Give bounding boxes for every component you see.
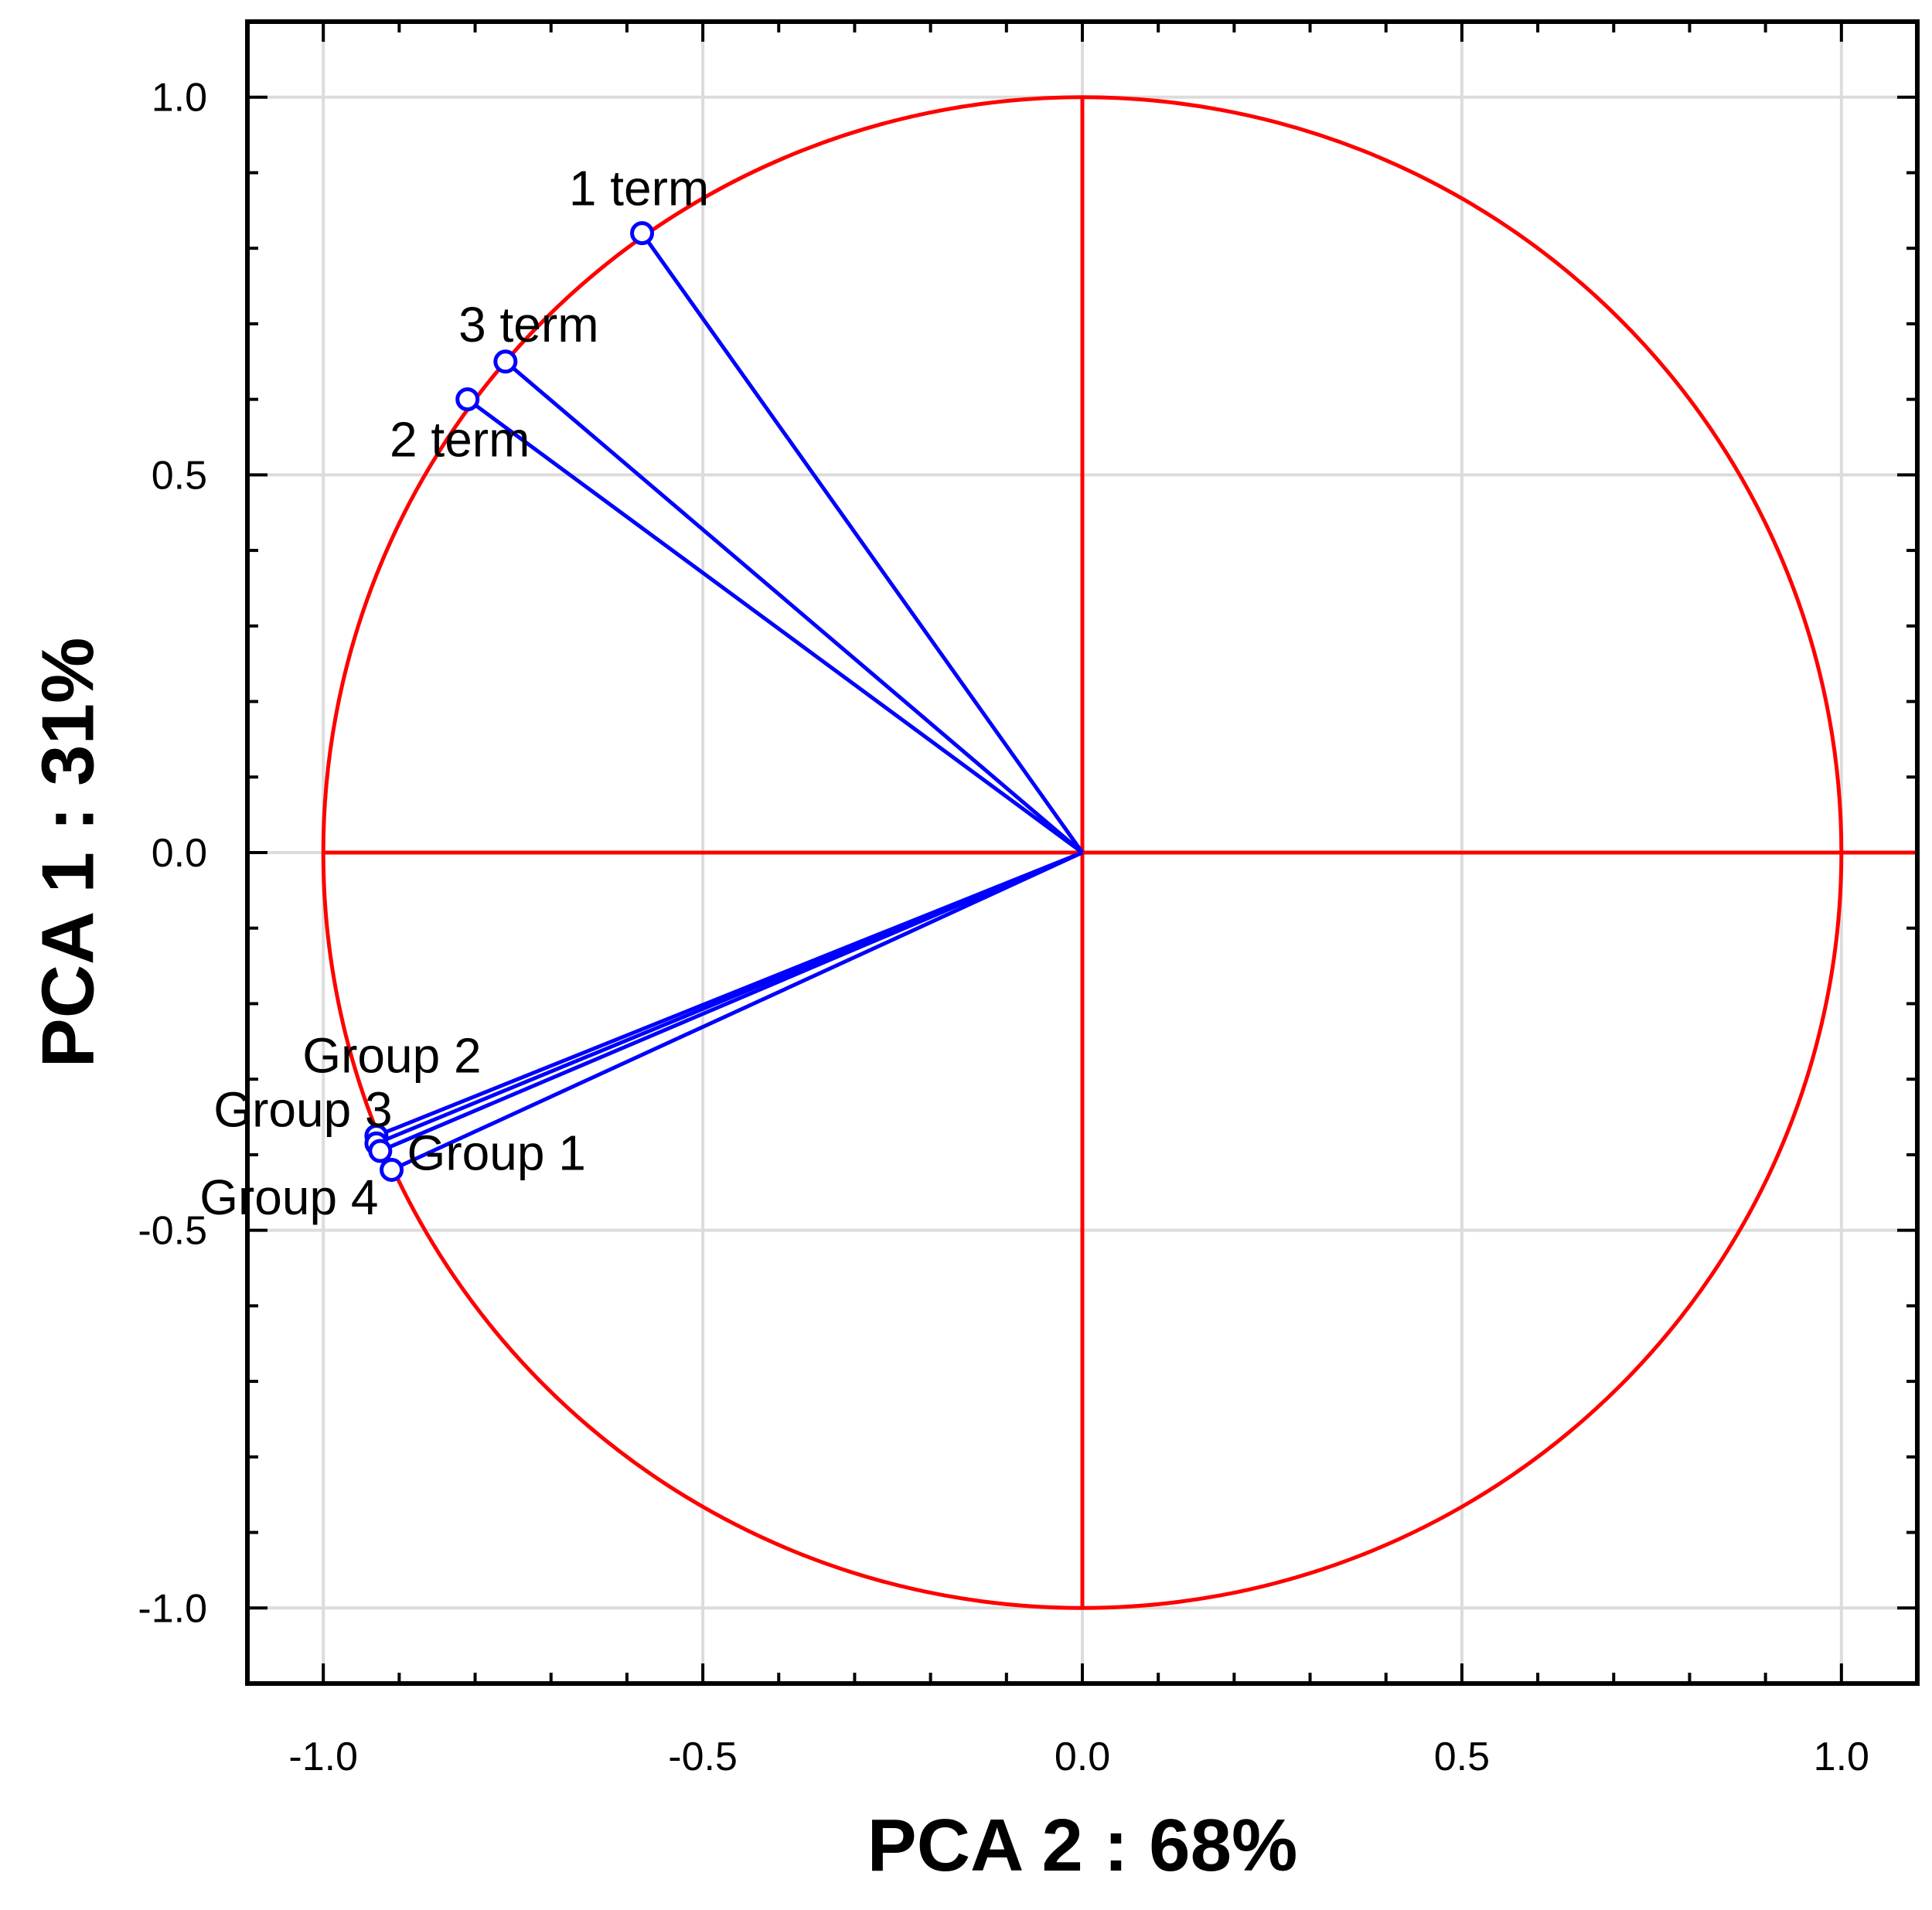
vector-3-term (504, 359, 1084, 854)
label-group-2: Group 2 (302, 1027, 481, 1083)
point-1-term (630, 221, 655, 246)
y-tick-label: -0.5 (138, 1209, 207, 1254)
label-1-term: 1 term (569, 161, 709, 216)
vector-1-term (640, 232, 1085, 854)
x-tick-label: -0.5 (668, 1735, 738, 1779)
label-3-term: 3 term (458, 297, 598, 352)
vector-group-1 (390, 850, 1084, 1172)
x-axis-title: PCA 2 : 68% (867, 1804, 1298, 1887)
point-group-1 (380, 1157, 404, 1182)
label-2-term: 2 term (390, 412, 530, 468)
y-tick-label: 1.0 (152, 76, 207, 121)
y-axis-title: PCA 1 : 31% (27, 638, 110, 1068)
x-tick-label: 1.0 (1814, 1735, 1869, 1779)
plot-frame (245, 19, 1920, 1686)
y-tick-label: 0.0 (152, 831, 207, 876)
label-group-3: Group 3 (213, 1081, 392, 1137)
loading-vectors (364, 221, 1085, 1182)
y-tick-label: 0.5 (152, 453, 207, 498)
label-group-1: Group 1 (407, 1125, 586, 1180)
y-tick-labels: -1.0 -0.5 0.0 0.5 1.0 (138, 76, 207, 1632)
point-group-4 (368, 1139, 393, 1163)
vector-group-4 (379, 850, 1083, 1153)
x-tick-labels: -1.0 -0.5 0.0 0.5 1.0 (288, 1735, 1869, 1779)
x-tick-label: 0.0 (1055, 1735, 1110, 1779)
point-2-term (455, 387, 480, 412)
vector-2-term (466, 397, 1084, 855)
label-group-4: Group 4 (199, 1169, 378, 1225)
x-tick-label: 0.5 (1434, 1735, 1490, 1779)
x-tick-label: -1.0 (288, 1735, 358, 1779)
point-3-term (493, 349, 518, 374)
y-tick-label: -1.0 (138, 1586, 207, 1631)
